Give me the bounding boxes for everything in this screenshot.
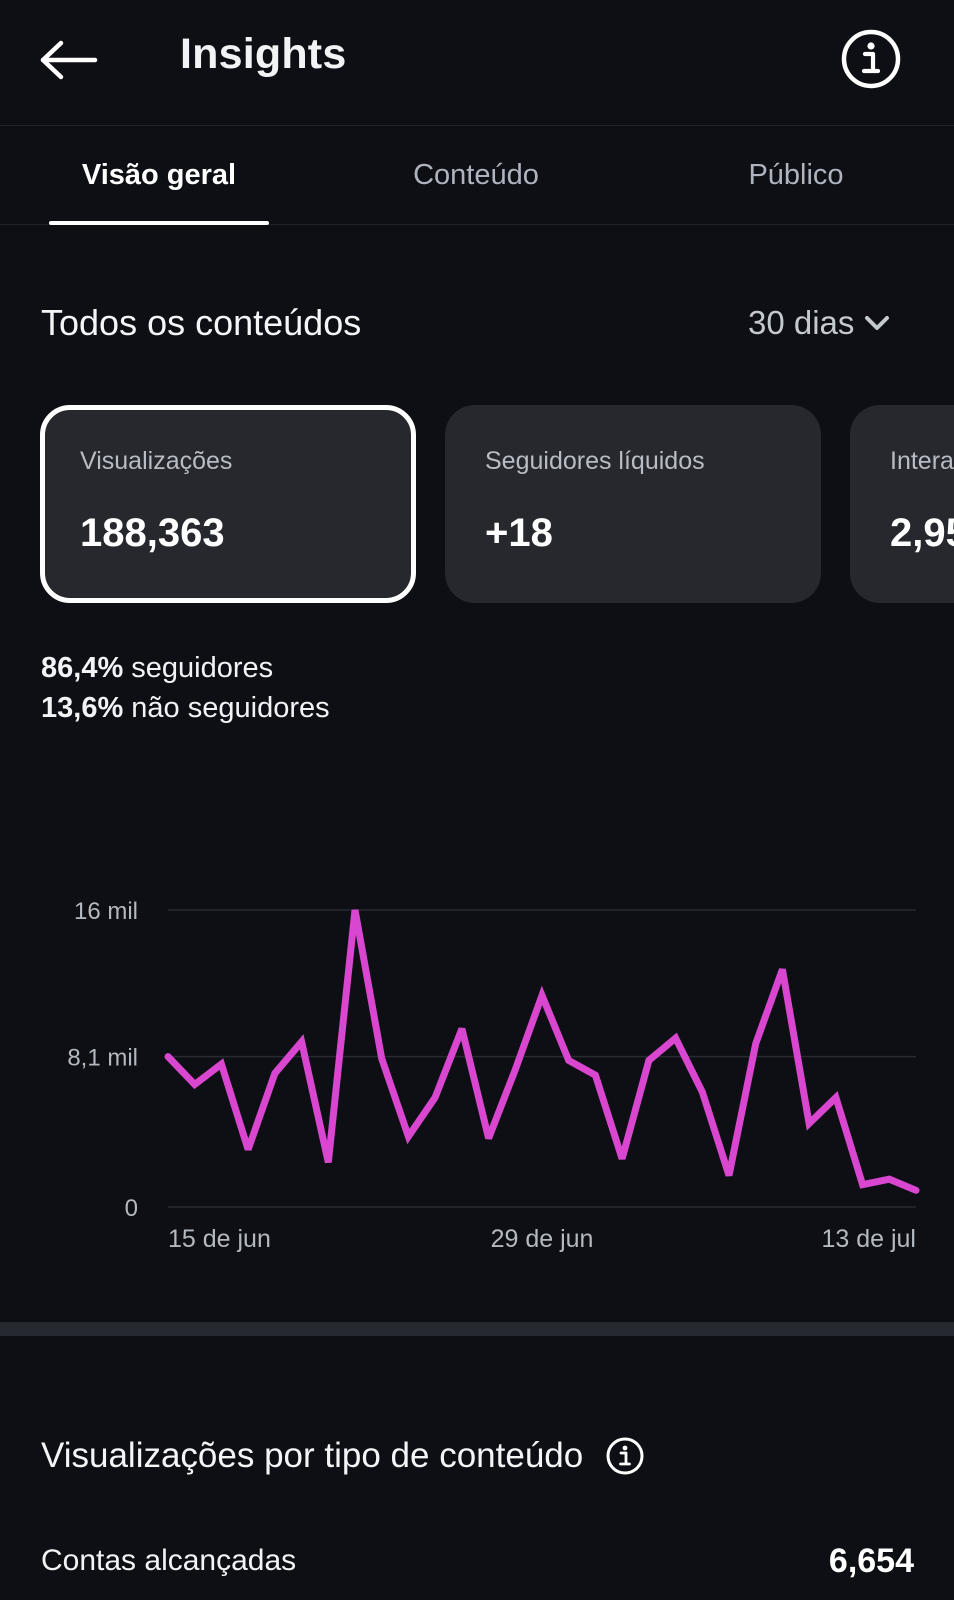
section-title: Todos os conteúdos [41, 302, 362, 343]
tab-audience[interactable]: Público [748, 159, 844, 191]
accounts-reached-label: Contas alcançadas [41, 1544, 297, 1577]
card-value: 2,95 [890, 511, 954, 555]
followers-label: seguidores [131, 652, 274, 684]
card-value: 188,363 [80, 511, 225, 555]
card-label: Seguidores líquidos [485, 447, 705, 475]
x-tick-label: 15 de jun [168, 1225, 271, 1253]
non-followers-line: 13,6% não seguidores [41, 688, 330, 728]
info-icon[interactable] [605, 1436, 645, 1476]
info-icon[interactable] [838, 26, 904, 92]
views-series-line [164, 909, 920, 1194]
chevron-down-icon [865, 316, 890, 330]
back-arrow-icon[interactable] [34, 30, 104, 90]
views-by-type-title: Visualizações por tipo de conteúdo [41, 1436, 584, 1475]
x-tick-label: 13 de jul [821, 1225, 916, 1253]
card-label: Visualizações [80, 447, 233, 475]
tab-content[interactable]: Conteúdo [413, 159, 539, 191]
y-tick-label: 8,1 mil [67, 1045, 138, 1072]
followers-percent: 86,4% [41, 652, 124, 684]
views-by-type-header: Visualizações por tipo de conteúdo [41, 1436, 645, 1476]
interactions-card[interactable]: Interações 2,95 [850, 405, 954, 603]
period-label: 30 dias [748, 304, 855, 341]
section-divider [0, 1322, 954, 1336]
y-tick-label: 16 mil [74, 898, 138, 925]
x-tick-label: 29 de jun [491, 1225, 594, 1253]
accounts-reached-value: 6,654 [828, 1541, 914, 1580]
active-tab-indicator [49, 221, 269, 225]
tab-overview[interactable]: Visão geral [81, 159, 237, 191]
non-followers-label: não seguidores [131, 692, 330, 724]
y-tick-label: 0 [125, 1195, 138, 1222]
views-line-chart: 0 8,1 mil 16 mil 15 de jun 29 de jun 13 de ju… [67, 898, 920, 1253]
non-followers-percent: 13,6% [41, 692, 124, 724]
card-label: Interações [890, 447, 954, 475]
tab-bar: Visão geral Conteúdo Público [0, 126, 954, 225]
page-title: Insights [180, 30, 347, 78]
top-bar: Insights [0, 0, 954, 126]
views-card[interactable]: Visualizações 188,363 [40, 405, 416, 603]
metric-cards: Visualizações 188,363 Seguidores líquido… [0, 405, 954, 605]
card-value: +18 [485, 511, 553, 555]
audience-split: 86,4% seguidores 13,6% não seguidores [41, 648, 330, 728]
period-dropdown[interactable]: 30 dias [748, 304, 890, 342]
net-followers-card[interactable]: Seguidores líquidos +18 [445, 405, 821, 603]
accounts-reached-row: Contas alcançadas 6,654 [41, 1536, 914, 1586]
followers-line: 86,4% seguidores [41, 648, 330, 688]
